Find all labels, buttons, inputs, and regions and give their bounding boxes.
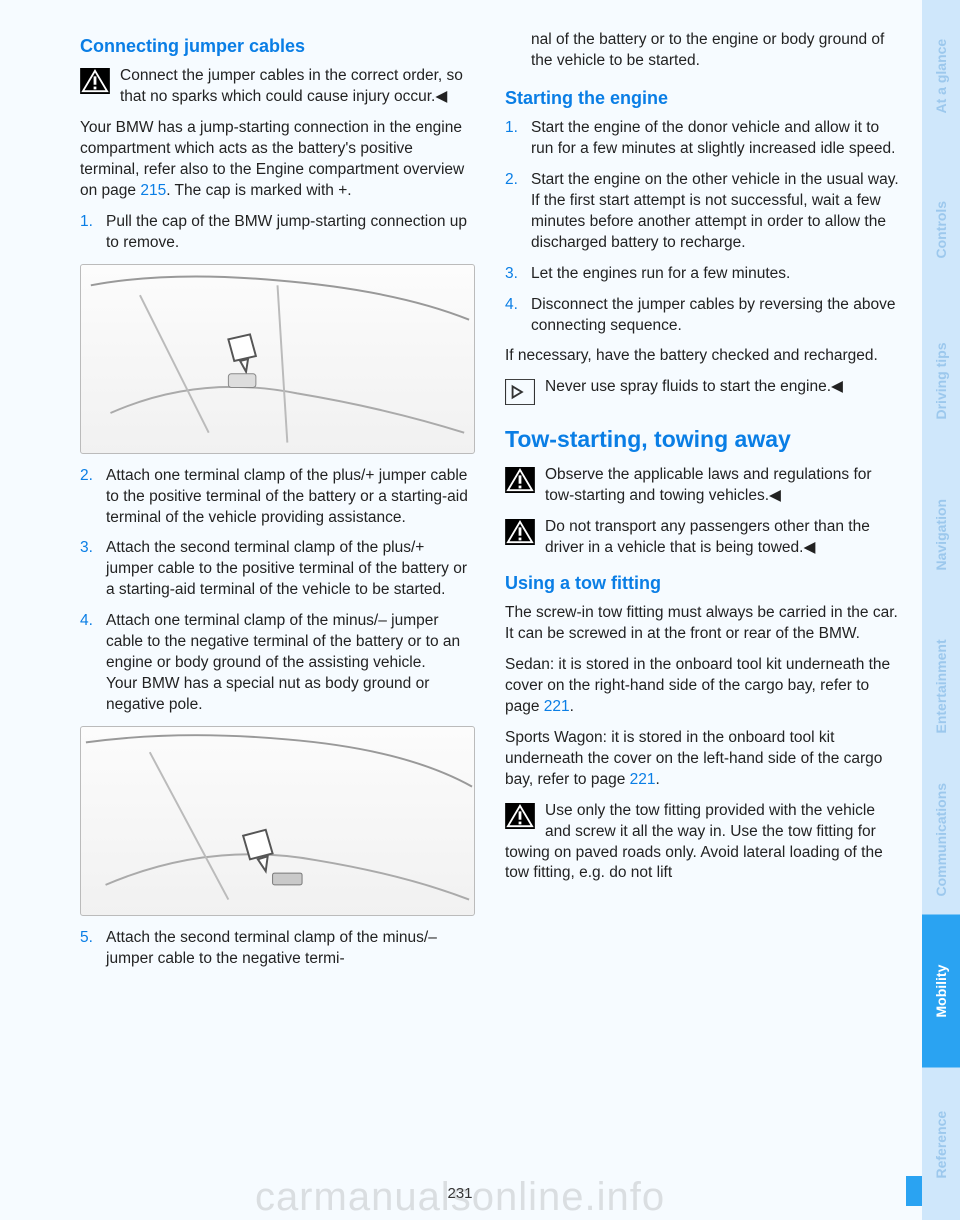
info-spray-fluids: Never use spray fluids to start the engi… [505, 377, 900, 398]
rstep-1: 1.Start the engine of the donor vehicle … [505, 118, 900, 160]
warning-tow-laws: Observe the applicable laws and regulati… [505, 465, 900, 507]
heading-connecting-cables: Connecting jumper cables [80, 34, 475, 58]
left-column: Connecting jumper cables Connect the jum… [80, 30, 475, 980]
tab-at-a-glance[interactable]: At a glance [922, 0, 960, 153]
rstep-2: 2. Start the engine on the other vehicle… [505, 170, 900, 254]
step-4: 4. Attach one terminal clamp of the minu… [80, 611, 475, 716]
tab-controls[interactable]: Controls [922, 153, 960, 306]
steps-list-1: 1.Pull the cap of the BMW jump-starting … [80, 212, 475, 254]
tab-navigation[interactable]: Navigation [922, 458, 960, 611]
warning-text: Connect the jumper cables in the correct… [120, 67, 463, 105]
steps-start-engine: 1.Start the engine of the donor vehicle … [505, 118, 900, 336]
heading-starting-engine: Starting the engine [505, 86, 900, 110]
para-battery-check: If necessary, have the battery checked a… [505, 346, 900, 367]
warning-icon [505, 519, 535, 545]
steps-list-3: 5.Attach the second terminal clamp of th… [80, 928, 475, 970]
para-tow-fitting: The screw-in tow fitting must always be … [505, 603, 900, 645]
figure-ground-nut [80, 726, 475, 916]
info-icon [505, 379, 535, 405]
warning-text: Use only the tow fitting provided with t… [505, 802, 883, 882]
warning-icon [505, 803, 535, 829]
tab-reference[interactable]: Reference [922, 1068, 960, 1220]
rstep-4: 4.Disconnect the jumper cables by revers… [505, 295, 900, 337]
step-2: 2.Attach one terminal clamp of the plus/… [80, 466, 475, 529]
page-number: 231 [0, 1185, 920, 1202]
step-5: 5.Attach the second terminal clamp of th… [80, 928, 475, 970]
tab-entertainment[interactable]: Entertainment [922, 610, 960, 763]
warning-icon [80, 68, 110, 94]
warning-jumper-cables: Connect the jumper cables in the correct… [80, 66, 475, 108]
link-page-215[interactable]: 215 [140, 182, 166, 199]
warning-icon [505, 467, 535, 493]
warning-text: Observe the applicable laws and regulati… [545, 466, 872, 504]
tab-driving-tips[interactable]: Driving tips [922, 305, 960, 458]
warning-no-passengers: Do not transport any passengers other th… [505, 517, 900, 559]
warning-tow-fitting-use: Use only the tow fitting provided with t… [505, 801, 900, 885]
warning-text: Do not transport any passengers other th… [545, 518, 870, 556]
tab-mobility[interactable]: Mobility [922, 915, 960, 1068]
steps-list-2: 2.Attach one terminal clamp of the plus/… [80, 466, 475, 716]
side-tabs: At a glance Controls Driving tips Naviga… [922, 0, 960, 1220]
page-content: Connecting jumper cables Connect the jum… [80, 30, 900, 980]
tab-communications[interactable]: Communications [922, 763, 960, 916]
para-sedan-storage: Sedan: it is stored in the onboard tool … [505, 655, 900, 718]
para-jump-start-intro: Your BMW has a jump-starting connection … [80, 118, 475, 202]
link-page-221b[interactable]: 221 [630, 771, 656, 788]
step-5-continuation: nal of the battery or to the engine or b… [505, 30, 900, 72]
figure-jump-start-cap [80, 264, 475, 454]
step-3: 3.Attach the second terminal clamp of th… [80, 538, 475, 601]
rstep-3: 3.Let the engines run for a few minutes. [505, 264, 900, 285]
step-1: 1.Pull the cap of the BMW jump-starting … [80, 212, 475, 254]
heading-tow-starting: Tow-starting, towing away [505, 424, 900, 455]
info-text: Never use spray fluids to start the engi… [545, 378, 843, 395]
heading-tow-fitting: Using a tow fitting [505, 571, 900, 595]
right-column: nal of the battery or to the engine or b… [505, 30, 900, 980]
para-wagon-storage: Sports Wagon: it is stored in the onboar… [505, 728, 900, 791]
link-page-221a[interactable]: 221 [544, 698, 570, 715]
